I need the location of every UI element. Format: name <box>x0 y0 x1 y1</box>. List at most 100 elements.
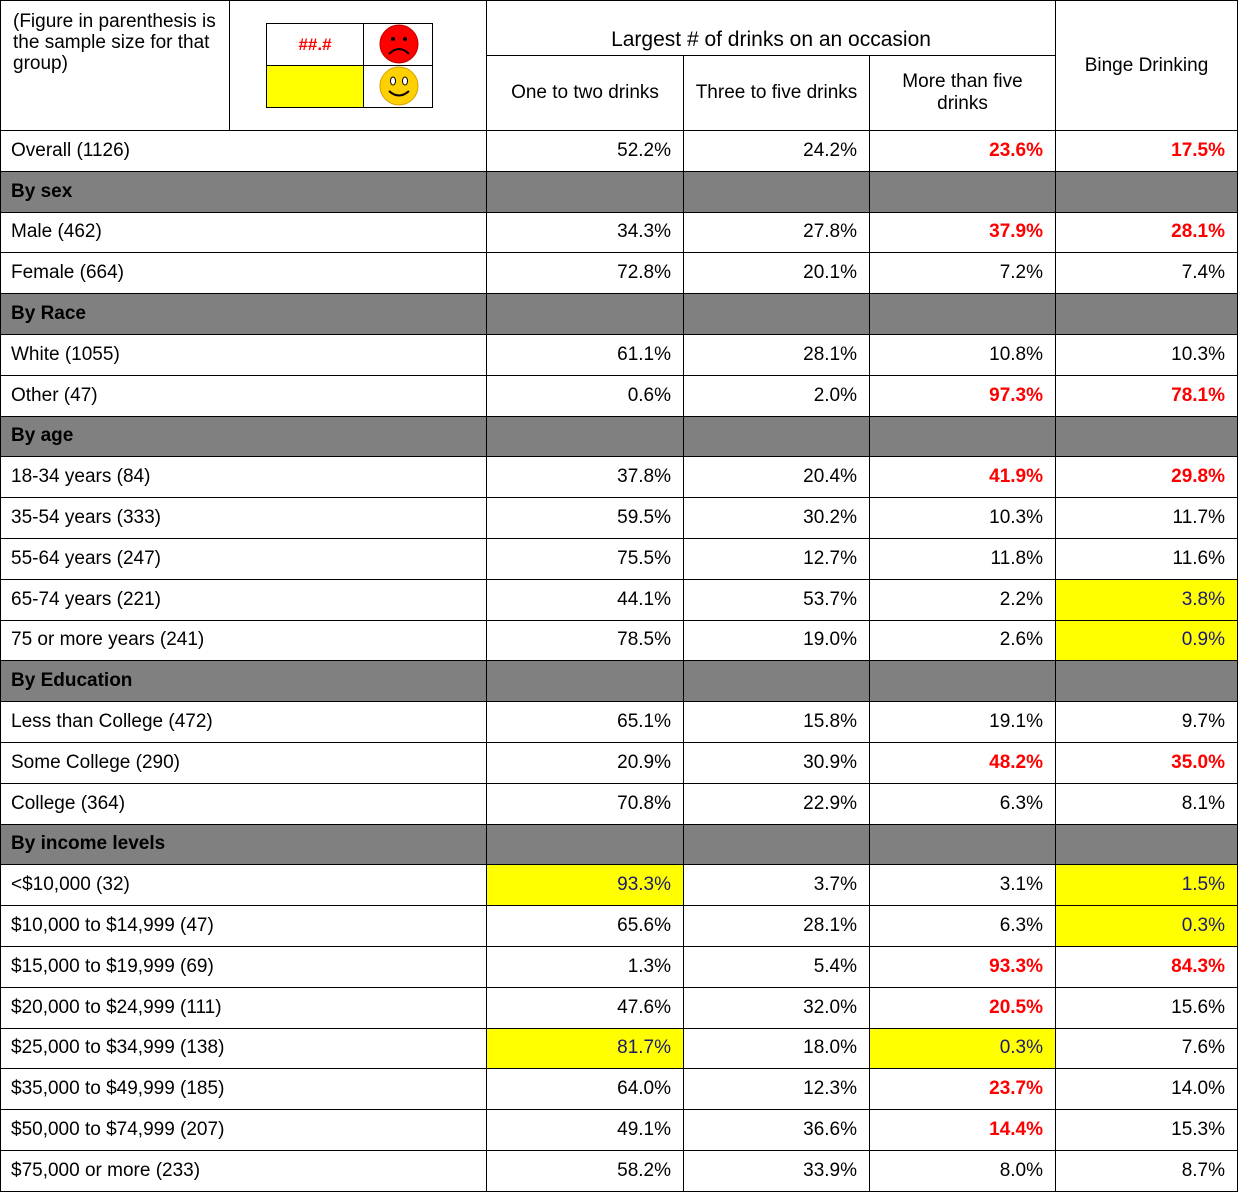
value-cell: 11.8% <box>869 537 1056 580</box>
group-label: By Education <box>0 660 487 703</box>
group-label: By sex <box>0 170 487 213</box>
value-cell: 14.0% <box>1055 1068 1238 1111</box>
data-row: $25,000 to $34,999 (138) 81.7% 18.0% 0.3% 7.… <box>0 1027 1238 1070</box>
data-row: Other (47) 0.6% 2.0% 97.3% 78.1% <box>0 374 1238 417</box>
value-cell: 8.7% <box>1055 1149 1238 1192</box>
value-cell: 24.2% <box>683 130 870 172</box>
value-cell: 7.6% <box>1055 1027 1238 1070</box>
data-row: Male (462) 34.3% 27.8% 37.9% 28.1% <box>0 211 1238 254</box>
group-cell <box>869 823 1056 866</box>
group-cell <box>1055 415 1238 458</box>
group-cell <box>683 293 870 335</box>
happy-face <box>379 66 419 106</box>
value-cell: 29.8% <box>1055 456 1238 499</box>
value-cell: 0.3% <box>1055 905 1238 947</box>
value-cell: 3.1% <box>869 864 1056 907</box>
row-label: 18-34 years (84) <box>0 456 487 499</box>
group-row: By sex <box>0 170 1238 213</box>
group-label: By income levels <box>0 823 487 866</box>
value-cell: 84.3% <box>1055 945 1238 988</box>
value-cell: 37.9% <box>869 211 1056 254</box>
data-row: 65-74 years (221) 44.1% 53.7% 2.2% 3.8% <box>0 578 1238 621</box>
data-row: $15,000 to $19,999 (69) 1.3% 5.4% 93.3% 84.3… <box>0 945 1238 988</box>
value-cell: 10.3% <box>1055 333 1238 376</box>
value-cell: 52.2% <box>486 130 684 172</box>
value-cell: 93.3% <box>869 945 1056 988</box>
header-row: (Figure in parenthesis is the sample siz… <box>0 0 1238 131</box>
legend-faces <box>379 24 419 106</box>
value-cell: 6.3% <box>869 905 1056 947</box>
row-label: $25,000 to $34,999 (138) <box>0 1027 487 1070</box>
row-label: 65-74 years (221) <box>0 578 487 621</box>
value-cell: 20.4% <box>683 456 870 499</box>
row-label: Female (664) <box>0 252 487 295</box>
row-label: College (364) <box>0 782 487 825</box>
row-label: Overall (1126) <box>0 130 487 172</box>
group-cell <box>683 823 870 866</box>
group-cell <box>869 415 1056 458</box>
legend-line <box>267 65 432 66</box>
value-cell: 53.7% <box>683 578 870 621</box>
group-cell <box>486 660 684 703</box>
divider <box>229 1 230 130</box>
group-cell <box>486 170 684 213</box>
value-cell: 17.5% <box>1055 130 1238 172</box>
value-cell: 15.3% <box>1055 1109 1238 1151</box>
value-cell: 1.5% <box>1055 864 1238 907</box>
group-cell <box>869 660 1056 703</box>
data-row: $35,000 to $49,999 (185) 64.0% 12.3% 23.7% 1… <box>0 1068 1238 1111</box>
value-cell: 0.9% <box>1055 619 1238 662</box>
value-cell: 35.0% <box>1055 741 1238 784</box>
row-label: $35,000 to $49,999 (185) <box>0 1068 487 1111</box>
value-cell: 61.1% <box>486 333 684 376</box>
value-cell: 12.7% <box>683 537 870 580</box>
column-header: More than five drinks <box>869 55 1056 131</box>
value-cell: 41.9% <box>869 456 1056 499</box>
row-label: $15,000 to $19,999 (69) <box>0 945 487 988</box>
value-cell: 18.0% <box>683 1027 870 1070</box>
legend-sample: ##.# <box>298 35 332 54</box>
data-row: $10,000 to $14,999 (47) 65.6% 28.1% 6.3% 0.3… <box>0 905 1238 947</box>
data-row: 18-34 years (84) 37.8% 20.4% 41.9% 29.8% <box>0 456 1238 499</box>
value-cell: 7.4% <box>1055 252 1238 295</box>
data-row: College (364) 70.8% 22.9% 6.3% 8.1% <box>0 782 1238 825</box>
column-header: Binge Drinking <box>1055 0 1238 131</box>
value-cell: 5.4% <box>683 945 870 988</box>
value-cell: 2.6% <box>869 619 1056 662</box>
group-row: By Race <box>0 293 1238 335</box>
value-cell: 81.7% <box>486 1027 684 1070</box>
value-cell: 11.6% <box>1055 537 1238 580</box>
row-label: Other (47) <box>0 374 487 417</box>
data-row: Some College (290) 20.9% 30.9% 48.2% 35.0% <box>0 741 1238 784</box>
row-label: <$10,000 (32) <box>0 864 487 907</box>
eye <box>402 76 408 86</box>
value-cell: 10.8% <box>869 333 1056 376</box>
eye <box>391 37 395 41</box>
data-row: 75 or more years (241) 78.5% 19.0% 2.6% 0.9% <box>0 619 1238 662</box>
value-cell: 28.1% <box>683 905 870 947</box>
row-label: $75,000 or more (233) <box>0 1149 487 1192</box>
value-cell: 72.8% <box>486 252 684 295</box>
data-row: $75,000 or more (233) 58.2% 33.9% 8.0% 8.7% <box>0 1149 1238 1192</box>
value-cell: 0.6% <box>486 374 684 417</box>
value-cell: 10.3% <box>869 497 1056 539</box>
data-row: 55-64 years (247) 75.5% 12.7% 11.8% 11.6% <box>0 537 1238 580</box>
data-row: Overall (1126) 52.2% 24.2% 23.6% 17.5% <box>0 130 1238 172</box>
group-cell <box>683 170 870 213</box>
group-label: By Race <box>0 293 487 335</box>
value-cell: 30.2% <box>683 497 870 539</box>
value-cell: 36.6% <box>683 1109 870 1151</box>
value-cell: 34.3% <box>486 211 684 254</box>
legend-yellow <box>267 66 363 107</box>
value-cell: 2.2% <box>869 578 1056 621</box>
value-cell: 70.8% <box>486 782 684 825</box>
data-row: $50,000 to $74,999 (207) 49.1% 36.6% 14.4% 1… <box>0 1109 1238 1151</box>
row-label: $20,000 to $24,999 (111) <box>0 986 487 1029</box>
value-cell: 9.7% <box>1055 701 1238 743</box>
group-cell <box>1055 170 1238 213</box>
group-cell <box>683 415 870 458</box>
note-cell: (Figure in parenthesis is the sample siz… <box>0 0 487 131</box>
